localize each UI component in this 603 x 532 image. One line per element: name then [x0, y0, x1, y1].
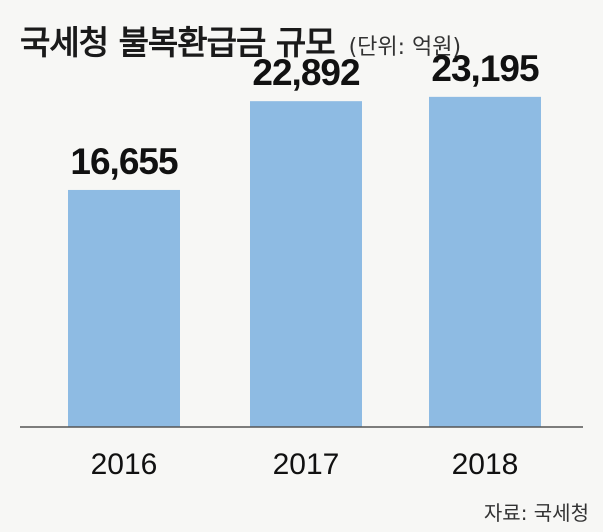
x-tick-label-2017: 2017	[273, 448, 340, 481]
x-tick-label-2016: 2016	[91, 448, 158, 481]
x-tick-label-2018: 2018	[452, 448, 519, 481]
value-label-2017: 22,892	[252, 52, 360, 93]
source-note: 자료: 국세청	[483, 501, 589, 525]
bar-2016	[68, 189, 180, 427]
value-label-2016: 16,655	[70, 141, 178, 182]
bar-2017	[250, 101, 362, 427]
chart-header: 국세청 불복환급금 규모 (단위: 억원)	[20, 16, 461, 64]
chart-title: 국세청 불복환급금 규모	[20, 23, 336, 62]
value-label-2018: 23,195	[431, 48, 539, 89]
bar-2018	[429, 96, 541, 427]
unit-note: (단위: 억원)	[348, 35, 462, 60]
